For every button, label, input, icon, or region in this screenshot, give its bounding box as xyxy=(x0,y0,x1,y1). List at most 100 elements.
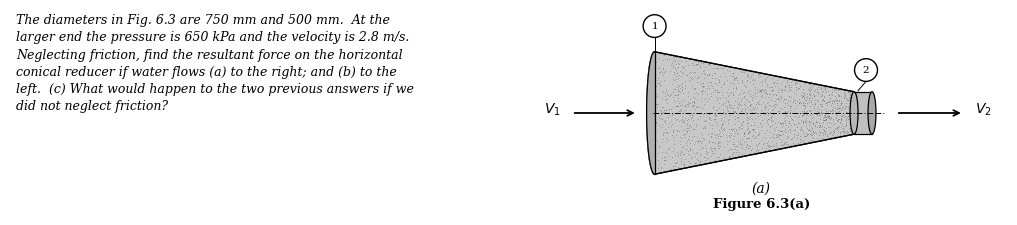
Point xyxy=(728,131,744,134)
Point xyxy=(753,94,769,98)
Point xyxy=(768,141,784,144)
Point xyxy=(665,88,681,91)
Point xyxy=(710,67,726,70)
Point xyxy=(803,131,820,135)
Point xyxy=(777,109,793,113)
Point xyxy=(741,103,758,107)
Point xyxy=(822,117,838,121)
Point xyxy=(740,92,757,95)
Point xyxy=(768,94,784,97)
Point xyxy=(823,104,839,107)
Point xyxy=(695,126,711,129)
Point xyxy=(658,97,674,100)
Point xyxy=(805,115,822,119)
Point xyxy=(728,155,744,159)
Point xyxy=(691,163,707,166)
Point xyxy=(666,70,682,74)
Point xyxy=(750,150,766,154)
Point xyxy=(830,89,846,92)
Point xyxy=(674,136,691,140)
Point xyxy=(654,156,670,160)
Point xyxy=(670,154,686,158)
Point xyxy=(777,97,793,101)
Point xyxy=(825,99,841,102)
Point xyxy=(738,136,755,140)
Point xyxy=(671,151,687,154)
Point xyxy=(777,84,793,88)
Point xyxy=(662,69,678,73)
Point xyxy=(795,110,812,113)
Point xyxy=(697,144,713,147)
Point xyxy=(666,100,682,104)
Point xyxy=(829,125,845,128)
Point xyxy=(683,61,700,65)
Point xyxy=(745,77,762,80)
Point xyxy=(736,130,753,133)
Point xyxy=(661,121,677,124)
Point xyxy=(706,104,722,108)
Point xyxy=(822,109,838,113)
Point xyxy=(690,60,706,63)
Point xyxy=(842,127,858,130)
Text: (a): (a) xyxy=(752,182,771,196)
Point xyxy=(817,107,833,110)
Point xyxy=(833,117,849,121)
Point xyxy=(680,78,697,81)
Point xyxy=(716,128,732,132)
Point xyxy=(667,59,683,63)
Point xyxy=(647,168,663,172)
Point xyxy=(704,152,720,155)
Point xyxy=(722,91,738,95)
Point xyxy=(677,130,694,133)
Point xyxy=(806,102,823,106)
Point xyxy=(668,72,684,75)
Point xyxy=(811,114,827,117)
Point xyxy=(752,75,768,78)
Point xyxy=(760,144,776,148)
Point xyxy=(665,98,681,102)
Point xyxy=(690,97,706,101)
Point xyxy=(744,107,761,111)
Point xyxy=(724,106,740,110)
Point xyxy=(707,81,723,85)
Point xyxy=(763,110,779,113)
Point xyxy=(799,97,816,100)
Point xyxy=(809,119,825,123)
Point xyxy=(668,128,684,132)
Point xyxy=(750,106,766,109)
Point xyxy=(746,127,763,131)
Point xyxy=(692,115,708,118)
Point xyxy=(757,72,773,76)
Point xyxy=(765,81,781,85)
Point xyxy=(702,98,718,101)
Point xyxy=(818,85,834,89)
Point xyxy=(647,149,663,153)
Point xyxy=(788,88,804,92)
Point xyxy=(721,102,737,106)
Point xyxy=(739,116,756,120)
Point xyxy=(765,104,781,108)
Point xyxy=(765,133,781,136)
Point xyxy=(816,131,832,135)
Point xyxy=(648,121,664,125)
Point xyxy=(773,129,789,133)
Point xyxy=(825,93,841,97)
Point xyxy=(757,137,773,140)
Point xyxy=(725,91,741,94)
Point xyxy=(710,144,726,147)
Point xyxy=(693,61,709,65)
Point xyxy=(838,123,854,127)
Point xyxy=(669,86,685,89)
Point xyxy=(734,120,751,124)
Point xyxy=(715,102,731,106)
Point xyxy=(677,108,694,112)
Point xyxy=(680,63,697,66)
Point xyxy=(795,96,812,100)
Point xyxy=(652,83,668,87)
Circle shape xyxy=(643,15,666,37)
Point xyxy=(703,94,719,98)
Point xyxy=(841,96,857,100)
Point xyxy=(772,106,788,110)
Point xyxy=(842,90,858,94)
Point xyxy=(840,117,856,121)
